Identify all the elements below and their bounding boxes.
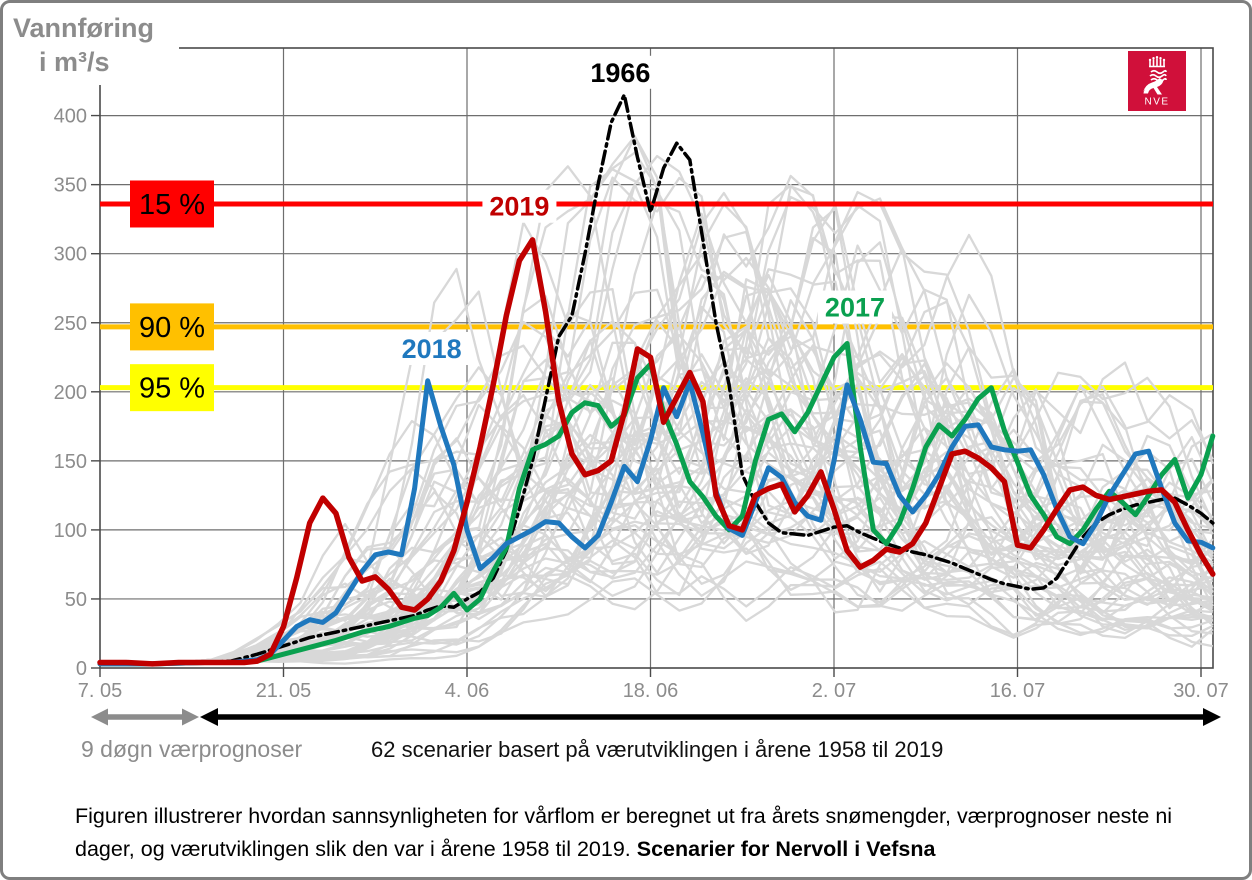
y-axis-title-line2: i m³/s [39, 47, 110, 77]
figure-caption-text: Figuren illustrerer hvordan sannsynlighe… [75, 804, 1173, 861]
nve-logo-text: NVE [1144, 97, 1169, 108]
svg-text:21. 05: 21. 05 [256, 680, 312, 702]
svg-text:7. 05: 7. 05 [78, 680, 122, 702]
svg-text:100: 100 [54, 520, 87, 542]
figure-caption-bold: Scenarier for Nervoll i Vefsna [636, 837, 936, 861]
svg-text:350: 350 [54, 175, 87, 197]
svg-text:90 %: 90 % [139, 312, 205, 344]
svg-text:95 %: 95 % [139, 373, 205, 405]
svg-text:4. 06: 4. 06 [445, 680, 489, 702]
scenario-arrow-label: 62 scenarier basert på værutviklingen i … [371, 737, 944, 762]
y-axis-title: Vannføring i m³/s [13, 11, 179, 85]
nve-logo: NVE [1128, 51, 1186, 111]
svg-text:150: 150 [54, 451, 87, 473]
svg-text:2017: 2017 [825, 293, 885, 323]
svg-text:1966: 1966 [590, 58, 650, 88]
svg-text:250: 250 [54, 313, 87, 335]
svg-text:0: 0 [76, 658, 87, 680]
svg-text:2019: 2019 [489, 192, 549, 222]
nve-emblem-icon: NVE [1128, 51, 1186, 111]
svg-text:2018: 2018 [402, 334, 462, 364]
svg-text:50: 50 [65, 589, 87, 611]
y-axis-title-line1: Vannføring [13, 13, 154, 43]
svg-text:2. 07: 2. 07 [812, 680, 856, 702]
svg-text:400: 400 [54, 106, 87, 128]
svg-text:300: 300 [54, 244, 87, 266]
svg-text:15 %: 15 % [139, 189, 205, 221]
svg-text:200: 200 [54, 382, 87, 404]
svg-text:18. 06: 18. 06 [623, 680, 679, 702]
svg-text:16. 07: 16. 07 [990, 680, 1046, 702]
flood-forecast-chart: 0 50 100 150 200 250 300 350 400 7. 05 21. 05 4. 06… [54, 47, 1229, 726]
forecast-arrow-label: 9 døgn værprognoser [81, 736, 303, 762]
figure-caption: Figuren illustrerer hvordan sannsynlighe… [75, 800, 1220, 866]
svg-text:30. 07: 30. 07 [1173, 680, 1229, 702]
